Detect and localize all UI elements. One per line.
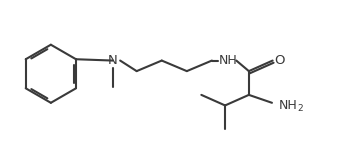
Text: 2: 2 [297,104,303,113]
Text: NH: NH [218,54,237,67]
Text: N: N [108,54,118,67]
Text: O: O [275,54,285,67]
Text: NH: NH [279,99,298,112]
